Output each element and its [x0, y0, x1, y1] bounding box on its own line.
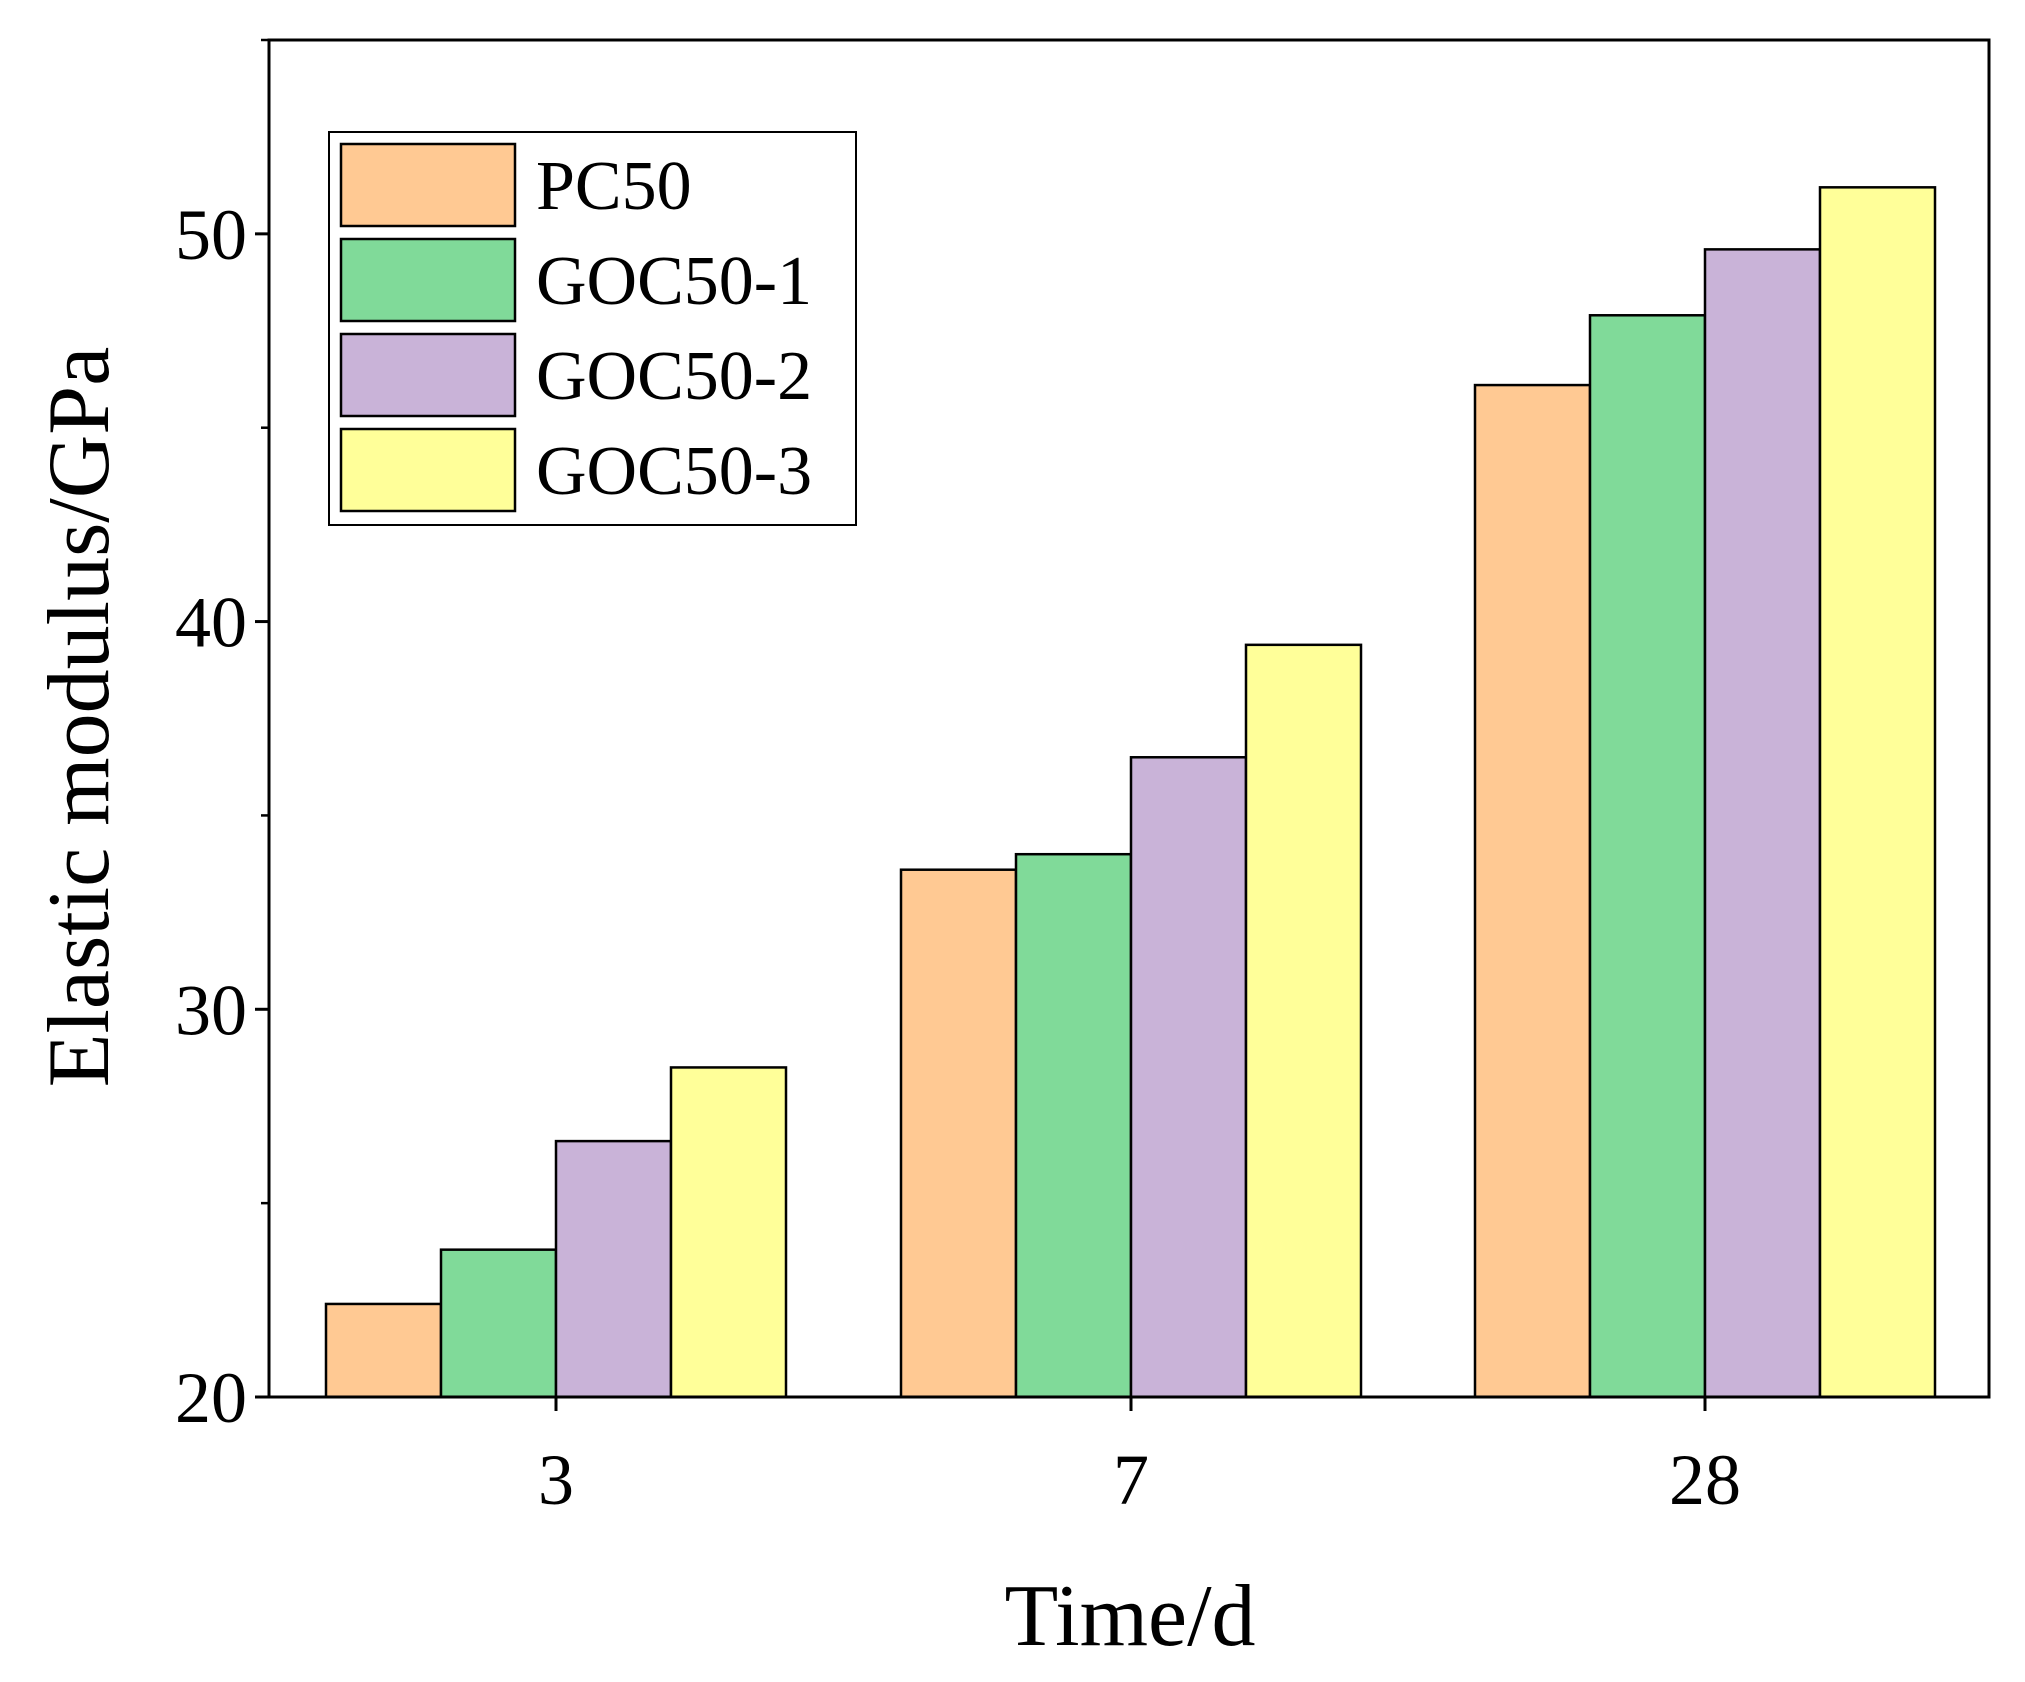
bar-goc50-3-day-3 [669, 1066, 788, 1399]
x-tick-label-7: 7 [1113, 1440, 1149, 1520]
bar-goc50-2-day-3 [554, 1139, 673, 1399]
bar-goc50-3-day-7 [1244, 643, 1363, 1399]
y-tick-label-40: 40 [175, 583, 247, 663]
x-tick-label-3: 3 [538, 1440, 574, 1520]
legend-label-goc50-2: GOC50-2 [536, 338, 812, 415]
bar-goc50-1-day-3 [439, 1248, 558, 1399]
y-tick-label-30: 30 [175, 970, 247, 1050]
bar-goc50-1-day-28 [1588, 314, 1707, 1399]
y-tick-label-50: 50 [175, 195, 247, 275]
legend-swatch-goc50-2 [339, 332, 517, 418]
legend-label-goc50-1: GOC50-1 [536, 243, 812, 320]
bar-pc50-day-28 [1473, 383, 1592, 1399]
legend-label-pc50: PC50 [536, 148, 692, 225]
bar-goc50-2-day-28 [1703, 248, 1822, 1399]
bar-pc50-day-7 [899, 868, 1018, 1399]
legend-swatch-goc50-1 [339, 237, 517, 323]
x-tick-label-28: 28 [1669, 1440, 1741, 1520]
bar-goc50-2-day-7 [1129, 756, 1248, 1399]
bar-goc50-1-day-7 [1014, 852, 1133, 1399]
legend: PC50 GOC50-1 GOC50-2 GOC50-3 [328, 131, 857, 526]
y-axis-title: Elastic modulus/GPa [31, 347, 128, 1088]
bars-layer [324, 186, 1937, 1399]
legend-label-goc50-3: GOC50-3 [536, 433, 812, 510]
ticks-layer: 20 30 40 50 3 7 28 [175, 38, 1741, 1520]
bar-pc50-day-3 [324, 1302, 443, 1399]
axes-layer [267, 38, 1991, 1399]
x-axis-title: Time/d [1004, 1568, 1255, 1665]
y-tick-label-20: 20 [175, 1358, 247, 1438]
legend-swatch-pc50 [339, 142, 517, 228]
bar-goc50-3-day-28 [1818, 186, 1937, 1399]
legend-swatch-goc50-3 [339, 427, 517, 513]
plot-frame [267, 38, 1991, 1399]
